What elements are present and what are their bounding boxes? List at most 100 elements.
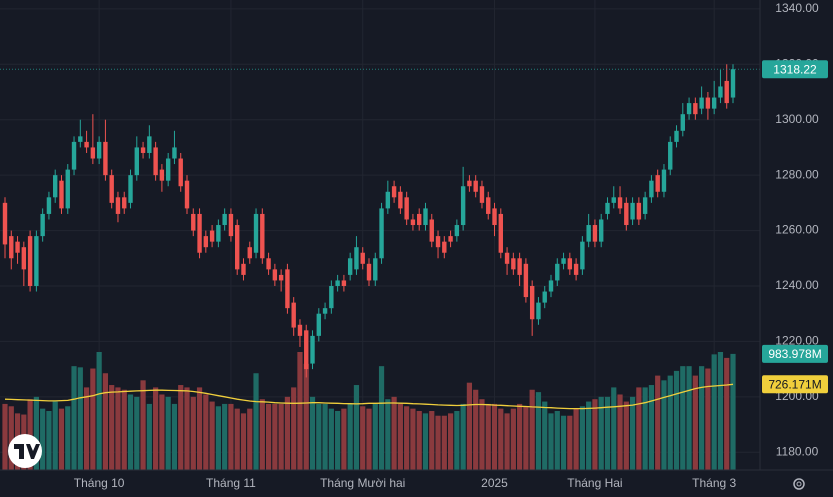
volume-bar xyxy=(617,394,623,470)
volume-bar xyxy=(535,392,542,470)
candle-body xyxy=(599,219,604,242)
volume-bar xyxy=(71,366,77,470)
candle-body xyxy=(373,258,378,281)
volume-bar xyxy=(699,366,705,470)
y-tick-label: 1300.00 xyxy=(775,112,819,126)
candle-body xyxy=(34,236,39,286)
candle-body xyxy=(247,247,252,259)
volume-bar xyxy=(466,382,473,470)
volume-bar xyxy=(171,403,178,470)
volume-bar xyxy=(498,408,504,470)
volume-bar xyxy=(247,408,253,470)
candle-body xyxy=(53,175,58,198)
volume-bar xyxy=(724,357,730,470)
volume-bar xyxy=(27,399,33,470)
volume-bar xyxy=(234,408,240,470)
volume-pane xyxy=(2,352,736,470)
candle-body xyxy=(642,197,648,214)
volume-bar xyxy=(184,387,190,470)
volume-label: 983.978M xyxy=(768,347,821,361)
candle-body xyxy=(310,335,315,364)
candle-body xyxy=(561,258,566,264)
volume-bar xyxy=(140,380,146,470)
settings-ring[interactable] xyxy=(793,478,805,490)
volume-bar xyxy=(579,406,585,470)
volume-bar xyxy=(328,408,334,470)
candle-body xyxy=(90,147,96,159)
settings-icon[interactable] xyxy=(793,478,805,490)
candle-body xyxy=(40,213,45,237)
candle-body xyxy=(680,114,685,131)
candle-body xyxy=(71,141,77,170)
x-tick-label: Tháng 11 xyxy=(206,476,256,490)
x-tick-label: Tháng Hai xyxy=(567,476,622,490)
settings-hub[interactable] xyxy=(796,481,802,487)
candle-body xyxy=(9,236,14,259)
volume-bar xyxy=(196,387,203,470)
candle-body xyxy=(84,141,89,148)
volume-bar xyxy=(284,396,291,470)
candle-body xyxy=(417,213,422,226)
volume-bar xyxy=(523,406,529,470)
volume-bar xyxy=(692,375,698,470)
volume-bar xyxy=(316,403,322,470)
volume-bar xyxy=(517,403,523,470)
candle-body xyxy=(517,258,522,275)
candles xyxy=(0,64,760,378)
volume-bar xyxy=(554,411,560,470)
volume-bar xyxy=(190,396,196,470)
volume-bar xyxy=(454,411,460,470)
volume-bar xyxy=(447,413,454,470)
candle-body xyxy=(159,169,165,181)
volume-ma-label-box xyxy=(762,375,828,394)
volume-bar xyxy=(347,403,353,470)
candle-body xyxy=(467,180,472,187)
volume-bar xyxy=(341,408,347,470)
volume-bar xyxy=(629,396,636,470)
axes: 1180.001200.001220.001240.001260.001280.… xyxy=(74,1,819,490)
volume-bar xyxy=(504,413,510,470)
candle-body xyxy=(316,313,321,336)
candle-body xyxy=(134,147,139,176)
volume-bar xyxy=(642,387,648,470)
candle-body xyxy=(699,97,704,109)
candle-body xyxy=(184,180,190,209)
volume-bar xyxy=(378,366,385,470)
volume-bar xyxy=(77,367,83,470)
candle-body xyxy=(636,202,642,220)
volume-bar xyxy=(83,387,90,470)
candle-body xyxy=(297,324,303,336)
volume-bar xyxy=(542,401,548,470)
volume-ma-label: 726.171M xyxy=(768,377,821,391)
volume-bar xyxy=(529,389,535,470)
candle-body xyxy=(429,219,434,242)
volume-bar xyxy=(711,354,717,470)
candle-body xyxy=(592,225,598,242)
volume-bar xyxy=(491,403,498,470)
candle-body xyxy=(366,263,372,281)
volume-bar xyxy=(96,352,102,470)
candle-body xyxy=(718,86,723,98)
volume-bar xyxy=(673,370,680,470)
candle-body xyxy=(567,258,573,270)
volume-bar xyxy=(265,403,272,470)
candle-body xyxy=(580,241,585,270)
volume-bar xyxy=(259,399,265,470)
volume-bar xyxy=(153,387,159,470)
candle-body xyxy=(536,302,541,320)
candle-body xyxy=(341,280,347,286)
candle-body xyxy=(542,291,547,303)
candle-body xyxy=(103,141,108,176)
candle-body xyxy=(486,197,491,214)
volume-bar xyxy=(109,385,115,470)
volume-bar xyxy=(303,363,309,470)
candle-body xyxy=(605,202,610,214)
volume-bar xyxy=(686,366,692,470)
volume-bar xyxy=(297,352,303,470)
candle-body xyxy=(730,69,736,98)
candle-body xyxy=(285,269,290,309)
logo-mark xyxy=(14,444,40,459)
y-tick-label: 1240.00 xyxy=(775,278,819,292)
x-tick-label: Tháng 10 xyxy=(74,476,125,490)
